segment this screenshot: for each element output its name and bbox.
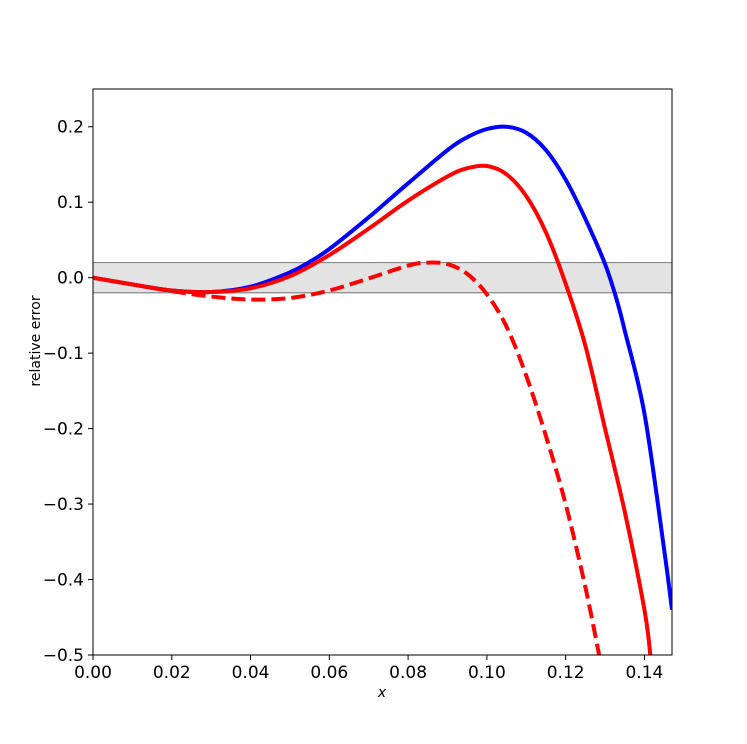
x-tick-label: 0.04 <box>232 663 270 683</box>
series-blue-solid-line <box>93 124 672 610</box>
series-layer <box>93 124 672 655</box>
x-axis-ticks: 0.00 0.02 0.04 0.06 0.08 0.10 0.12 0.14 <box>74 655 663 683</box>
y-tick-label: −0.3 <box>43 495 84 515</box>
band-fill <box>93 262 672 293</box>
y-tick-label: 0.1 <box>57 193 84 213</box>
x-tick-label: 0.06 <box>310 663 348 683</box>
series-red-solid-line <box>93 163 653 655</box>
y-axis-label: relative error <box>28 295 44 386</box>
y-tick-label: 0.2 <box>57 118 84 138</box>
x-tick-label: 0.00 <box>74 663 112 683</box>
series-red-dashed-line <box>93 260 602 655</box>
x-tick-label: 0.08 <box>389 663 427 683</box>
y-tick-label: −0.2 <box>43 420 84 440</box>
y-tick-label: −0.4 <box>43 571 84 591</box>
y-axis-ticks: −0.5 −0.4 −0.3 −0.2 −0.1 0.0 0.1 0.2 <box>43 118 93 666</box>
x-tick-label: 0.12 <box>547 663 585 683</box>
x-tick-label: 0.14 <box>625 663 663 683</box>
y-tick-label: 0.0 <box>57 269 84 289</box>
x-axis-label: x <box>377 685 387 701</box>
x-tick-label: 0.02 <box>153 663 191 683</box>
y-tick-label: −0.1 <box>43 344 84 364</box>
tolerance-band <box>93 261 672 294</box>
x-tick-label: 0.10 <box>468 663 506 683</box>
y-tick-label: −0.5 <box>43 646 84 666</box>
plot-frame <box>92 88 673 656</box>
